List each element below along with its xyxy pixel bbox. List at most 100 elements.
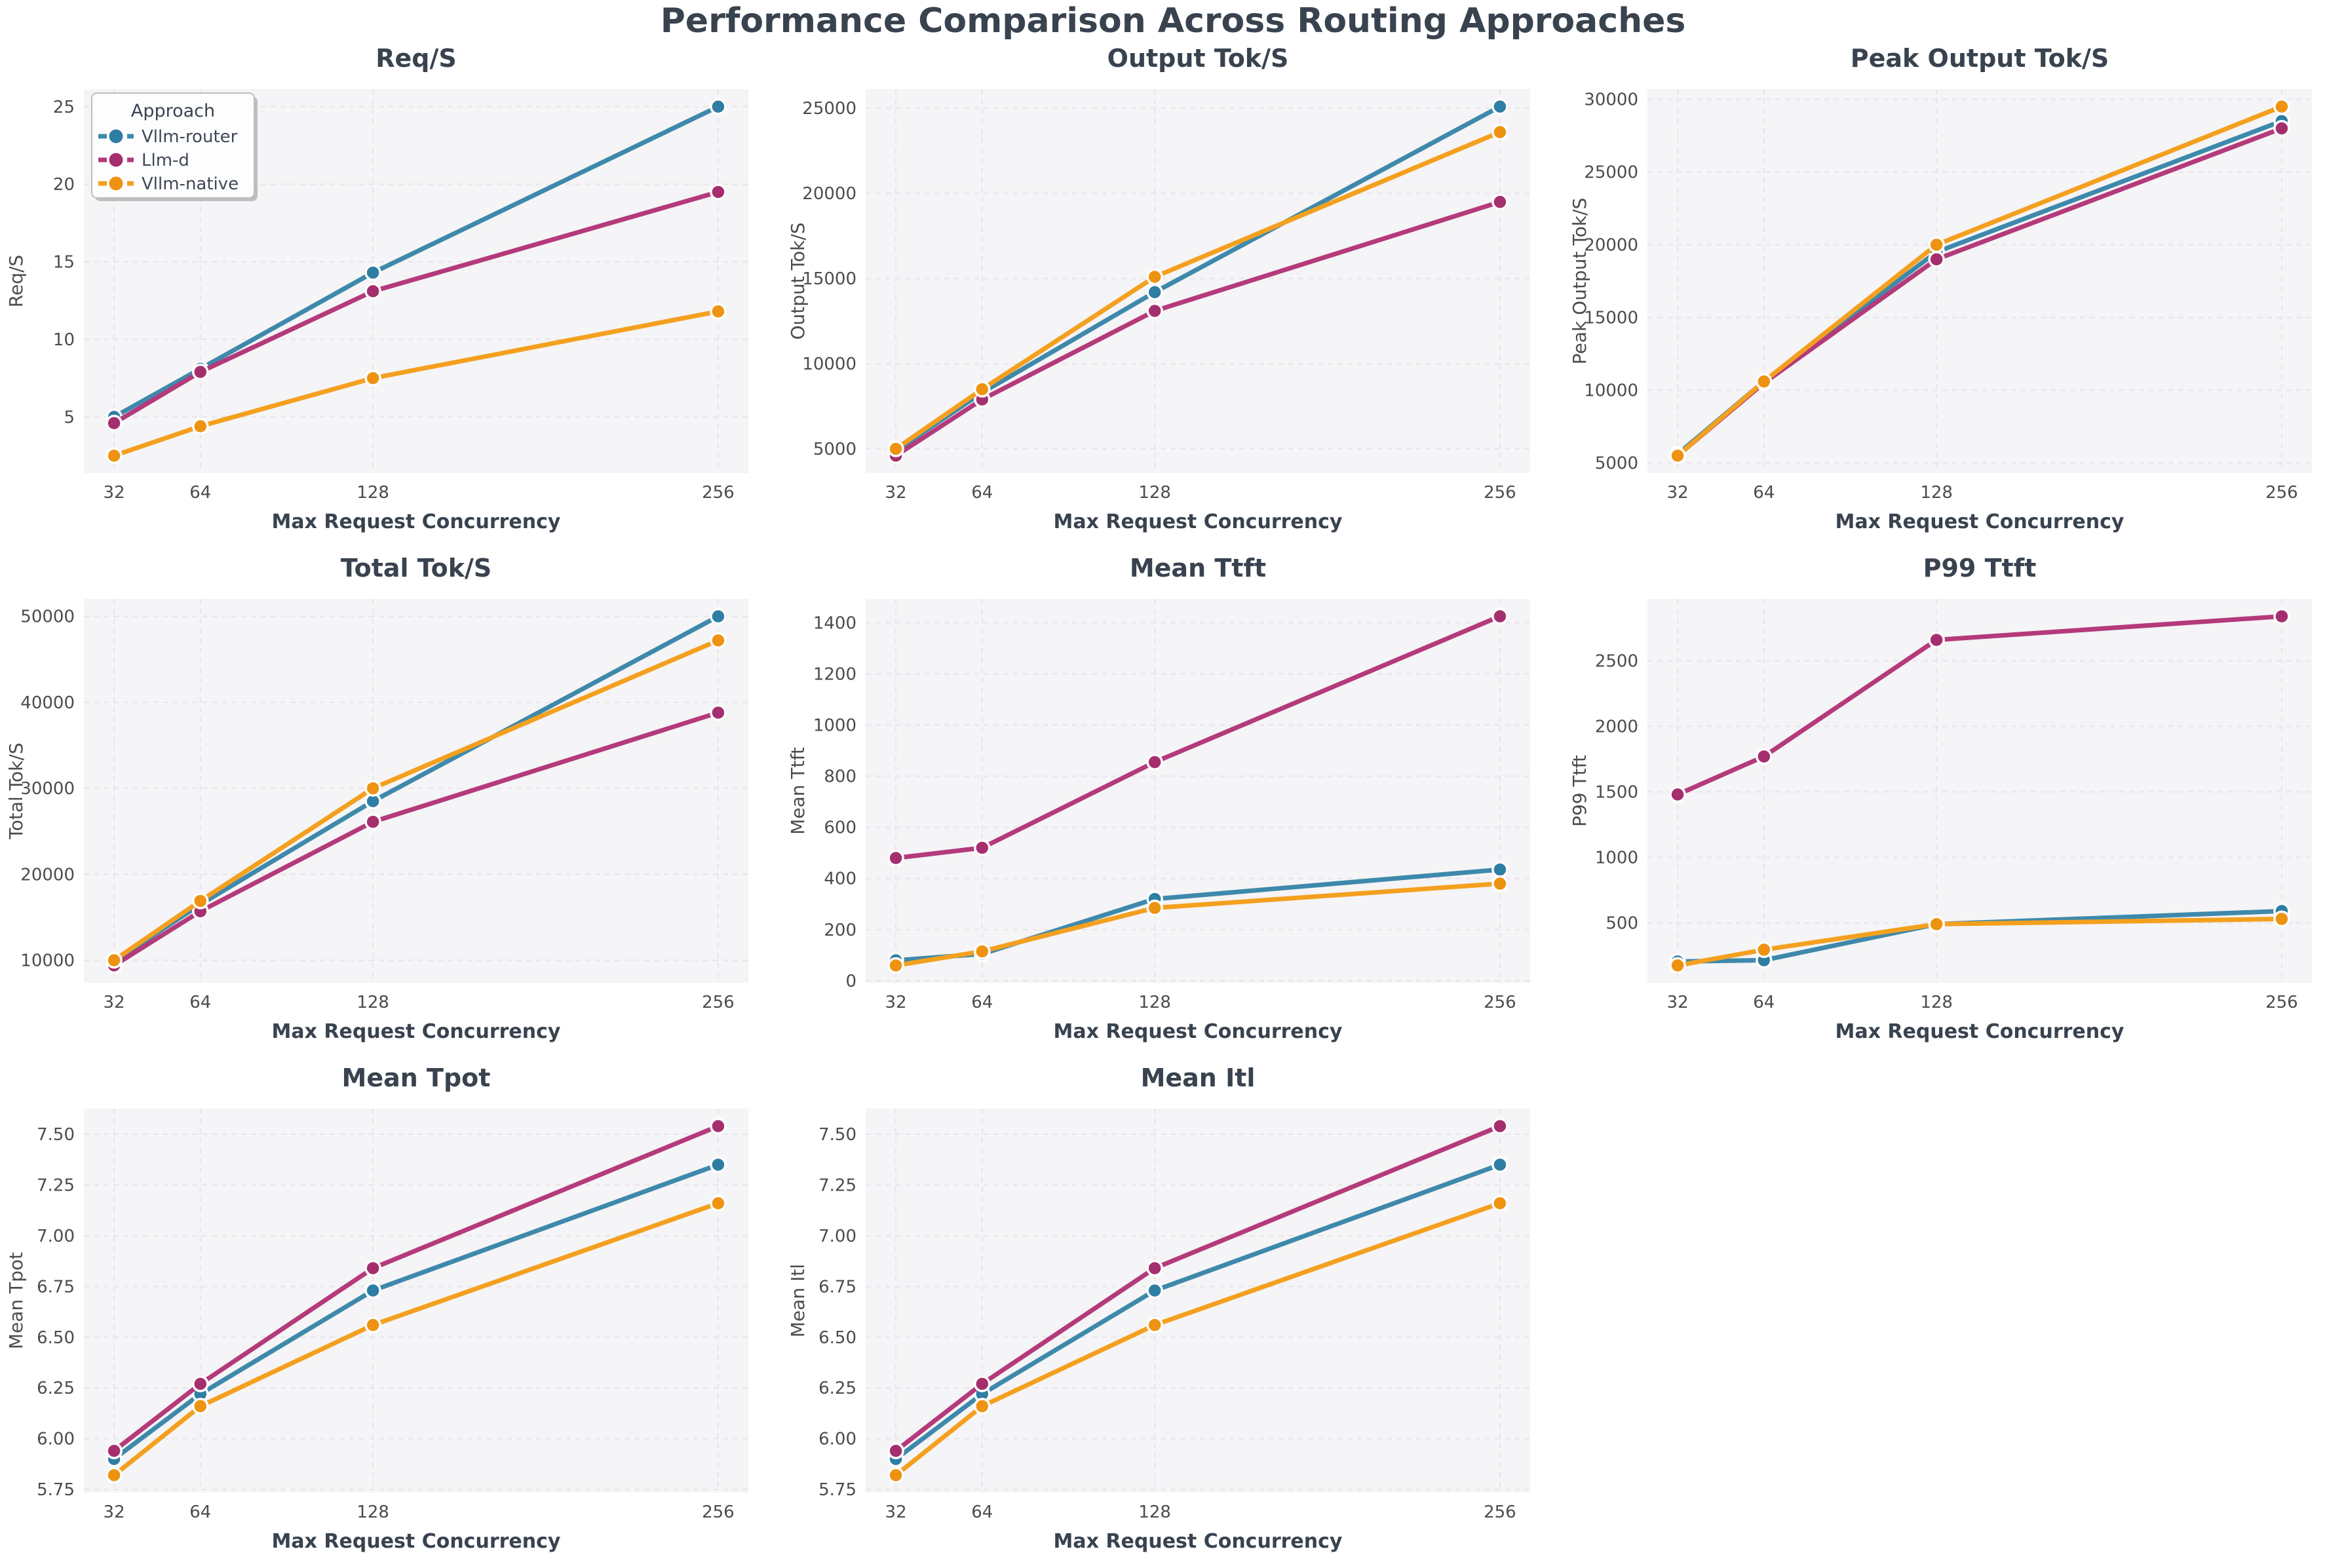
y-tick-label: 6.50 <box>37 1328 75 1348</box>
x-tick-label: 128 <box>356 483 389 503</box>
chart-title: Mean Ttft <box>1130 554 1266 583</box>
series-line-vllm-native <box>111 309 721 458</box>
x-tick-label: 32 <box>104 993 125 1012</box>
y-axis-label: Mean Tpot <box>5 1252 27 1349</box>
chart-cell-req-s: 5 10 15 20 25 32 64 128 256 Req/S Max Request Conc… <box>0 38 782 548</box>
chart-mean-ttft: 0 200 400 600 800 1000 1200 1400 32 64 128 256 Mean … <box>787 554 1530 1043</box>
data-point-vllm-native <box>1146 268 1163 286</box>
y-tick-label: 800 <box>824 767 856 787</box>
data-point-vllm-native <box>106 447 123 465</box>
series-line-llm-d <box>111 710 721 968</box>
y-tick-label: 1400 <box>813 613 856 633</box>
y-tick-label: 15000 <box>802 269 856 289</box>
x-axis-label: Max Request Concurrency <box>1054 1530 1343 1553</box>
x-tick-label: 32 <box>104 483 125 503</box>
data-point-vllm-native <box>887 957 904 974</box>
data-point-vllm-router <box>364 1282 381 1299</box>
x-tick-label: 32 <box>1667 993 1689 1012</box>
data-point-llm-d <box>364 1259 381 1277</box>
series-line-vllm-native <box>1675 916 2284 968</box>
x-tick-label: 128 <box>1138 483 1171 503</box>
chart-cell-mean-itl: 5.75 6.00 6.25 6.50 6.75 7.00 7.25 7.50 32 64 128 2… <box>782 1058 1564 1567</box>
x-tick-label: 256 <box>702 993 735 1012</box>
y-tick-label: 6.50 <box>818 1328 856 1348</box>
series-line-vllm-native <box>893 1200 1503 1478</box>
data-point-llm-d <box>364 813 381 830</box>
y-tick-label: 6.00 <box>818 1430 856 1449</box>
y-tick-label: 25000 <box>1584 163 1638 183</box>
chart-peak-output-tok-s: 5000 10000 15000 20000 25000 30000 32 64 128 256 P… <box>1569 44 2312 533</box>
x-tick-label: 256 <box>702 1502 735 1522</box>
y-tick-label: 1500 <box>1595 782 1638 802</box>
chart-total-tok-s: 10000 20000 30000 40000 50000 32 64 128 256 Total… <box>5 554 748 1043</box>
y-tick-label: 40000 <box>20 693 75 713</box>
series-line-llm-d <box>893 614 1503 860</box>
data-point-vllm-native <box>364 1316 381 1333</box>
data-point-vllm-native <box>1669 447 1686 465</box>
data-point-llm-d <box>1491 193 1509 210</box>
series-line-llm-d <box>1675 614 2284 797</box>
y-tick-label: 25000 <box>802 99 856 119</box>
x-tick-label: 128 <box>1138 993 1171 1012</box>
data-point-llm-d <box>106 1442 123 1459</box>
data-point-llm-d <box>974 839 991 856</box>
data-point-llm-d <box>1146 302 1163 320</box>
data-point-llm-d <box>192 1375 209 1392</box>
data-point-vllm-native <box>710 632 727 649</box>
x-tick-label: 128 <box>1138 1502 1171 1522</box>
y-tick-label: 20000 <box>802 184 856 204</box>
chart-cell-total-tok-s: 10000 20000 30000 40000 50000 32 64 128 256 Total… <box>0 548 782 1058</box>
x-axis-label: Max Request Concurrency <box>272 1530 561 1553</box>
y-tick-label: 7.00 <box>818 1227 856 1246</box>
y-tick-label: 1000 <box>813 716 856 735</box>
y-tick-label: 1200 <box>813 664 856 684</box>
data-point-vllm-native <box>887 1466 904 1484</box>
y-tick-label: 7.25 <box>818 1176 856 1195</box>
x-axis-label: Max Request Concurrency <box>272 1020 561 1043</box>
data-point-vllm-native <box>364 780 381 797</box>
data-point-llm-d <box>2273 607 2290 625</box>
x-tick-label: 256 <box>702 483 735 503</box>
y-tick-label: 20 <box>53 175 75 195</box>
data-point-llm-d <box>1928 631 1945 649</box>
y-tick-label: 0 <box>845 972 856 991</box>
data-point-llm-d <box>710 183 727 201</box>
data-point-llm-d <box>2273 120 2290 137</box>
data-point-vllm-native <box>1146 1316 1163 1333</box>
x-tick-label: 64 <box>1753 993 1775 1012</box>
data-point-vllm-native <box>710 1195 727 1212</box>
chart-req-s: 5 10 15 20 25 32 64 128 256 Req/S Max Request Conc… <box>5 44 748 533</box>
x-tick-label: 64 <box>189 1502 211 1522</box>
data-point-vllm-native <box>192 1398 209 1415</box>
x-tick-label: 64 <box>971 1502 993 1522</box>
data-point-vllm-native <box>2273 910 2290 928</box>
legend-marker-llm-d <box>107 151 125 169</box>
series-line-vllm-native <box>1675 104 2284 458</box>
legend-label-vllm-native: Vllm-native <box>142 174 239 194</box>
data-point-vllm-native <box>1491 875 1509 892</box>
data-point-llm-d <box>710 704 727 721</box>
y-tick-label: 5 <box>64 408 75 427</box>
data-point-vllm-native <box>1146 899 1163 917</box>
data-point-vllm-router <box>1491 1156 1509 1174</box>
data-point-vllm-native <box>1491 123 1509 141</box>
chart-cell-peak-output-tok-s: 5000 10000 15000 20000 25000 30000 32 64 128 256 P… <box>1564 38 2345 548</box>
x-tick-label: 128 <box>1920 993 1953 1012</box>
x-tick-label: 128 <box>356 993 389 1012</box>
x-tick-label: 64 <box>1753 483 1775 503</box>
data-point-vllm-native <box>192 417 209 435</box>
y-tick-label: 6.75 <box>818 1277 856 1297</box>
x-tick-label: 64 <box>189 993 211 1012</box>
y-axis-label: Mean Itl <box>787 1264 809 1337</box>
y-axis-label: Output Tok/S <box>787 222 809 339</box>
y-tick-label: 20000 <box>20 865 75 885</box>
x-axis-label: Max Request Concurrency <box>1054 510 1343 533</box>
y-tick-label: 25 <box>53 98 75 117</box>
plot-background <box>866 1109 1530 1493</box>
y-tick-label: 200 <box>824 921 856 940</box>
data-point-llm-d <box>364 282 381 300</box>
data-point-vllm-native <box>974 943 991 960</box>
y-tick-label: 5000 <box>813 440 856 459</box>
legend-label-vllm-router: Vllm-router <box>142 127 238 147</box>
data-point-llm-d <box>1928 250 1945 268</box>
